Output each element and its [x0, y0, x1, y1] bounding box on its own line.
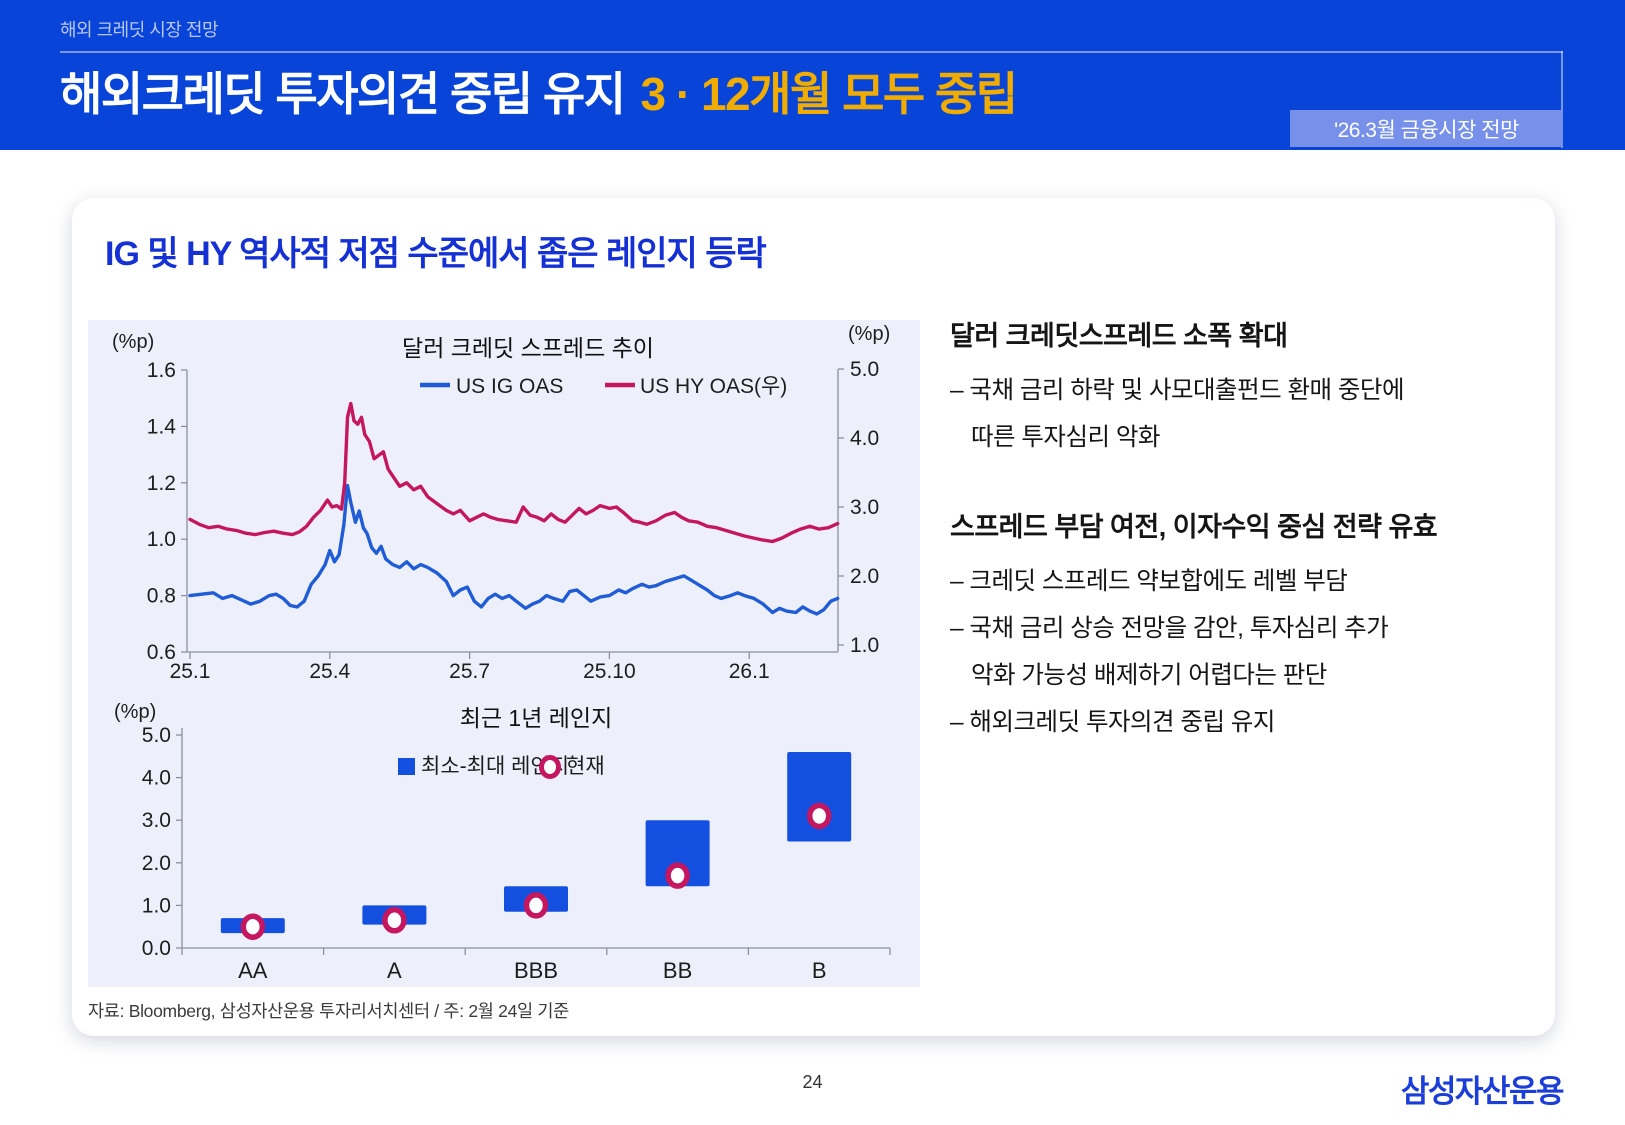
svg-text:0.8: 0.8: [147, 585, 176, 608]
svg-text:2.0: 2.0: [850, 565, 879, 588]
svg-text:현재: 현재: [566, 755, 605, 778]
svg-text:2.0: 2.0: [142, 852, 171, 875]
svg-text:3.0: 3.0: [142, 809, 171, 832]
svg-text:(%p): (%p): [114, 701, 156, 723]
svg-text:BB: BB: [663, 958, 692, 983]
svg-text:0.6: 0.6: [147, 641, 176, 664]
commentary: 달러 크레딧스프레드 소폭 확대 – 국채 금리 하락 및 사모대출펀드 환매 …: [950, 314, 1570, 746]
svg-text:0.0: 0.0: [142, 937, 171, 960]
svg-text:1.4: 1.4: [147, 415, 177, 438]
svg-text:(%p): (%p): [112, 331, 154, 353]
company-logo: 삼성자산운용: [1400, 1074, 1565, 1109]
svg-text:1.6: 1.6: [147, 359, 176, 382]
header-banner: 해외 크레딧 시장 전망 해외크레딧 투자의견 중립 유지 3 · 12개월 모두…: [0, 0, 1625, 150]
forecast-badge: '26.3월 금융시장 전망: [1290, 110, 1563, 147]
commentary-block-2: 스프레드 부담 여전, 이자수익 중심 전략 유효 – 크레딧 스프레드 약보합…: [950, 505, 1570, 746]
svg-text:(%p): (%p): [848, 323, 890, 345]
commentary-lines: – 국채 금리 하락 및 사모대출펀드 환매 중단에 따른 투자심리 악화: [950, 367, 1570, 461]
page-number: 24: [802, 1072, 823, 1092]
chart-panel: 1.6 1.4 1.2 1.0 0.8 0.6 5.0 4.0 3.0 2.0 1.0 25.1 25.…: [88, 320, 920, 987]
svg-text:달러 크레딧 스프레드 추이: 달러 크레딧 스프레드 추이: [402, 335, 654, 361]
svg-text:US HY OAS(우): US HY OAS(우): [640, 375, 787, 398]
header-vertical-rule: [1561, 51, 1563, 148]
svg-text:1.2: 1.2: [147, 472, 176, 495]
page-title-accent: 3 · 12개월 모두 중립: [640, 68, 1019, 120]
svg-text:최근 1년 레인지: 최근 1년 레인지: [460, 705, 613, 731]
svg-text:US IG OAS: US IG OAS: [456, 375, 563, 398]
commentary-lines: – 크레딧 스프레드 약보합에도 레벨 부담 – 국채 금리 상승 전망을 감안…: [950, 558, 1570, 746]
card-title: IG 및 HY 역사적 저점 수준에서 좁은 레인지 등락: [105, 235, 767, 273]
svg-text:5.0: 5.0: [850, 358, 879, 381]
commentary-line: – 국채 금리 상승 전망을 감안, 투자심리 추가: [950, 615, 1389, 642]
page-title: 해외크레딧 투자의견 중립 유지 3 · 12개월 모두 중립: [60, 58, 1019, 124]
spread-line-chart: 1.6 1.4 1.2 1.0 0.8 0.6 5.0 4.0 3.0 2.0 1.0 25.1 25.…: [112, 323, 890, 680]
commentary-line: 악화 가능성 배제하기 어렵다는 판단: [971, 662, 1327, 689]
commentary-line: – 국채 금리 하락 및 사모대출펀드 환매 중단에: [950, 377, 1405, 404]
page-title-main: 해외크레딧 투자의견 중립 유지: [60, 68, 626, 120]
source-note: 자료: Bloomberg, 삼성자산운용 투자리서치센터 / 주: 2월 24…: [88, 1001, 569, 1021]
commentary-block-1: 달러 크레딧스프레드 소폭 확대 – 국채 금리 하락 및 사모대출펀드 환매 …: [950, 314, 1570, 461]
svg-text:5.0: 5.0: [142, 724, 171, 747]
svg-text:4.0: 4.0: [142, 767, 171, 790]
commentary-line: 따른 투자심리 악화: [971, 424, 1160, 451]
svg-text:4.0: 4.0: [850, 427, 879, 450]
svg-text:25.4: 25.4: [309, 660, 350, 680]
svg-text:1.0: 1.0: [147, 528, 176, 551]
commentary-line: – 크레딧 스프레드 약보합에도 레벨 부담: [950, 568, 1348, 595]
svg-text:26.1: 26.1: [729, 660, 770, 680]
svg-text:A: A: [387, 958, 402, 983]
header-eyebrow: 해외 크레딧 시장 전망: [60, 20, 219, 40]
content-card: IG 및 HY 역사적 저점 수준에서 좁은 레인지 등락 1.6 1.4 1.2 1…: [72, 198, 1555, 1036]
svg-text:25.7: 25.7: [449, 660, 490, 680]
svg-text:25.10: 25.10: [583, 660, 636, 680]
svg-text:BBB: BBB: [514, 958, 558, 983]
commentary-heading: 스프레드 부담 여전, 이자수익 중심 전략 유효: [950, 512, 1438, 542]
commentary-line: – 해외크레딧 투자의견 중립 유지: [950, 709, 1275, 736]
header-rule: [60, 51, 1563, 53]
svg-text:1.0: 1.0: [850, 634, 879, 657]
svg-text:B: B: [812, 958, 827, 983]
commentary-heading: 달러 크레딧스프레드 소폭 확대: [950, 321, 1288, 351]
svg-text:1.0: 1.0: [142, 894, 171, 917]
svg-text:AA: AA: [238, 958, 268, 983]
svg-text:3.0: 3.0: [850, 496, 879, 519]
svg-text:최소-최대 레인지: 최소-최대 레인지: [421, 755, 569, 778]
svg-text:25.1: 25.1: [170, 660, 211, 680]
